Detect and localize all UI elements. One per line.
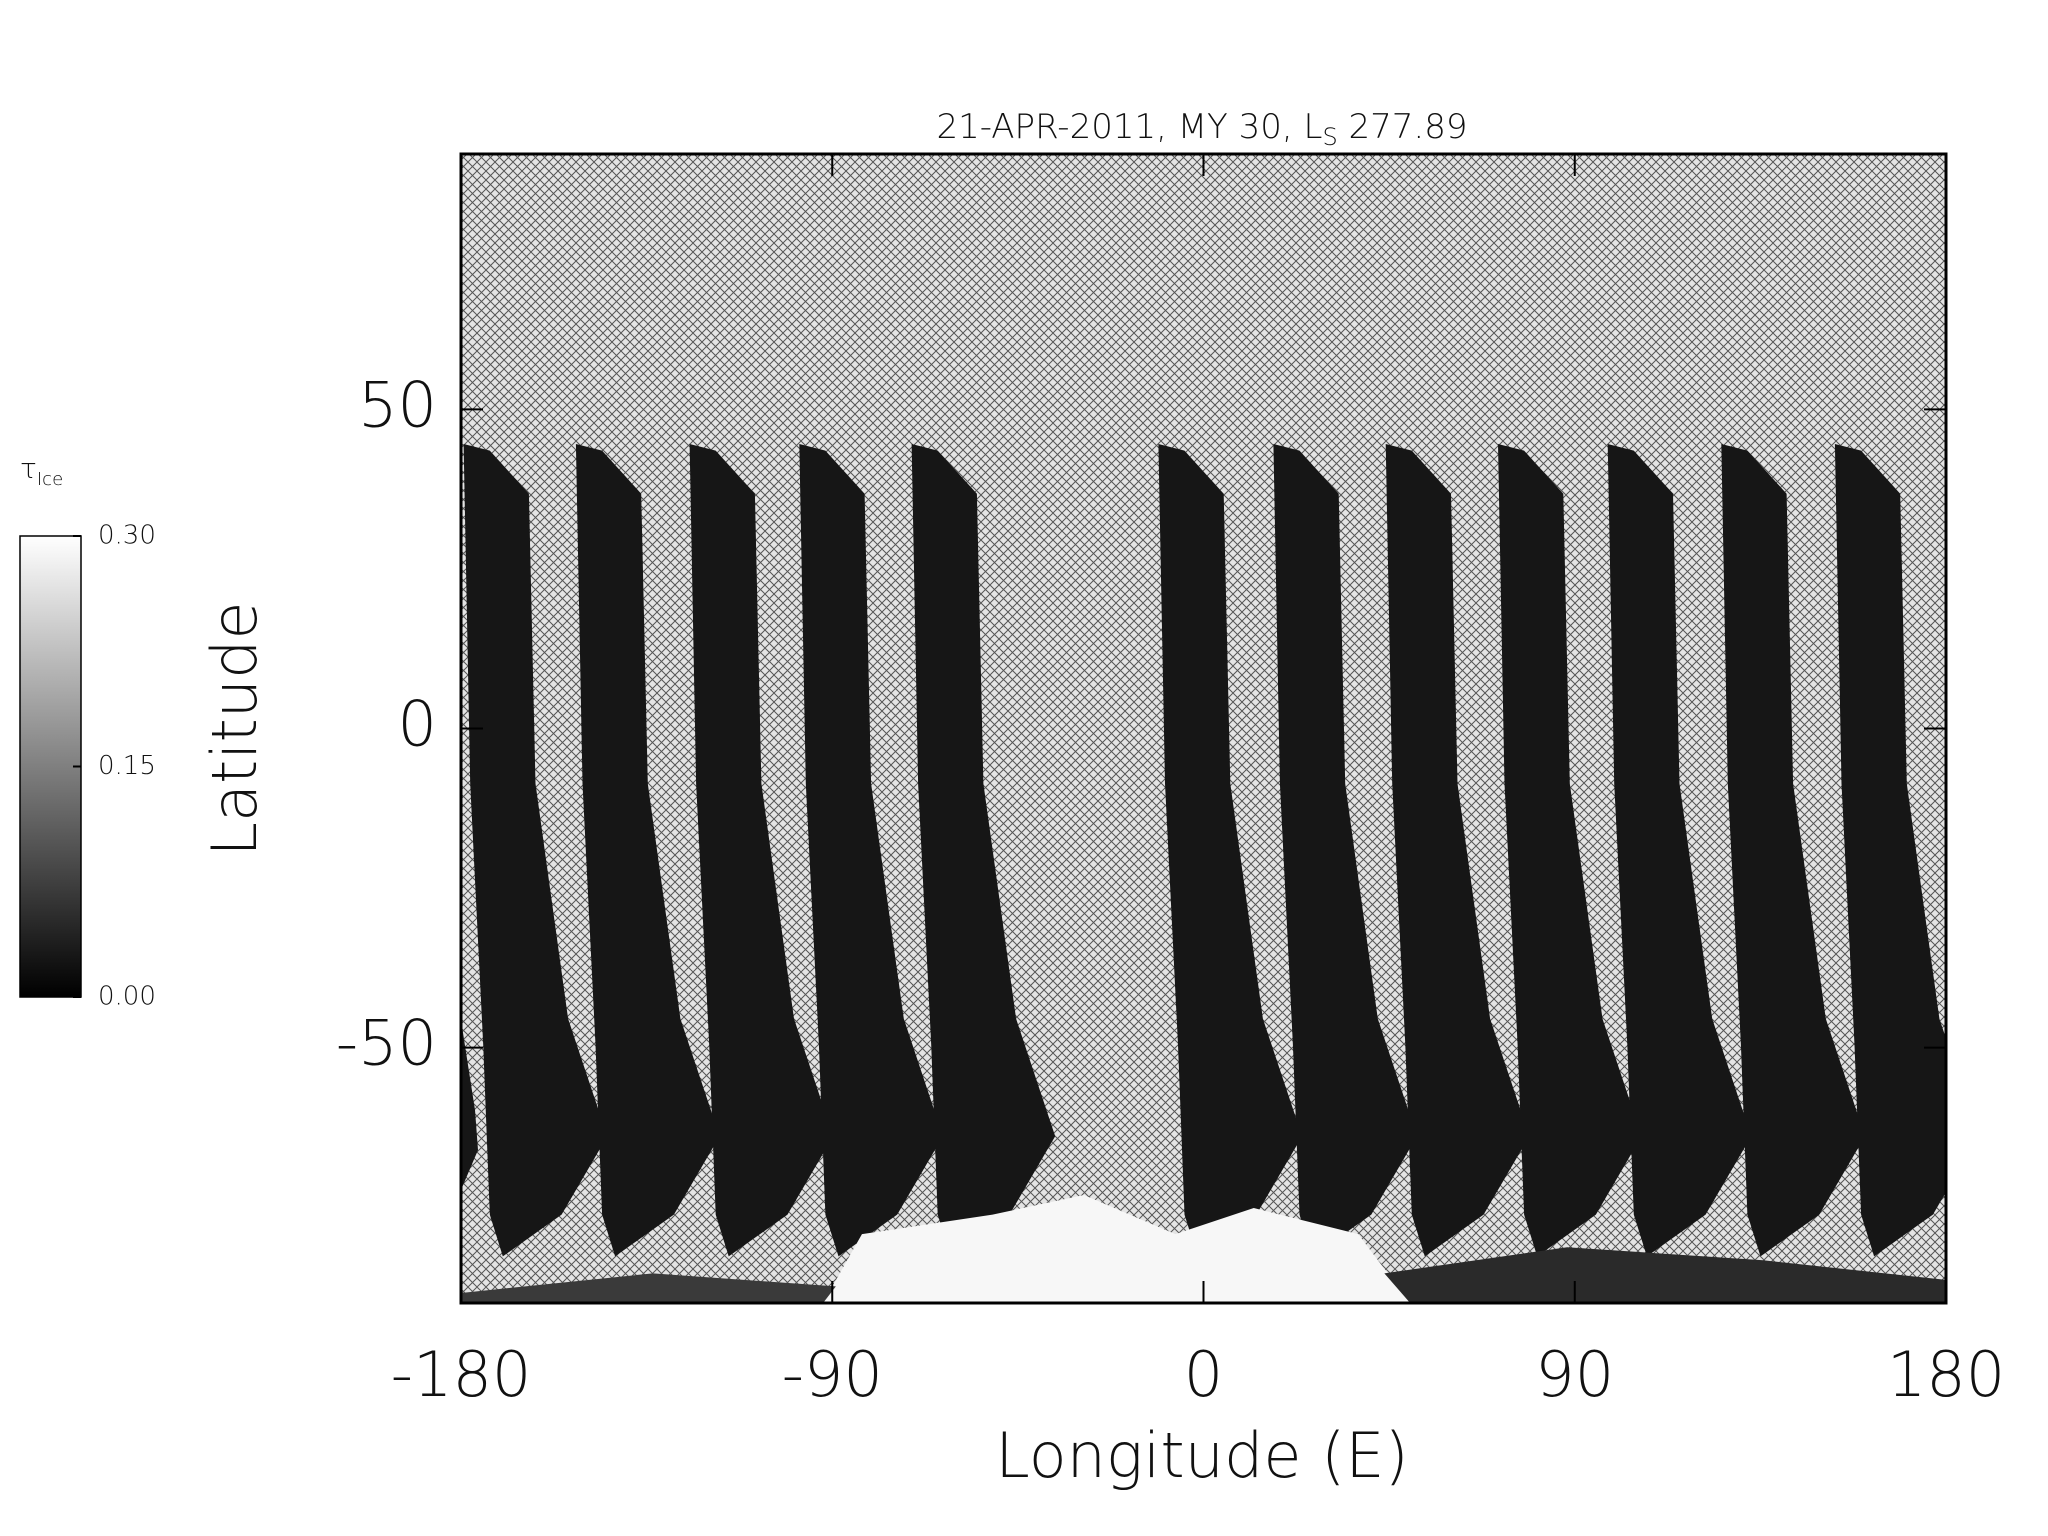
swath <box>1721 444 1865 1257</box>
chart-title: 21-APR-2011, MY 30, LS 277.89 <box>937 107 1468 152</box>
swath <box>689 444 834 1257</box>
colorbar-label-symbol: τ <box>20 452 37 485</box>
swath <box>463 444 608 1257</box>
swath <box>1273 444 1417 1257</box>
title-text: 21-APR-2011, MY 30, L <box>937 107 1323 147</box>
colorbar-tick-label: 0.30 <box>98 521 156 551</box>
colorbar-tick-label: 0.00 <box>98 982 156 1012</box>
swath <box>1158 444 1303 1257</box>
x-tick-label: -180 <box>391 1338 532 1411</box>
swath <box>1498 444 1642 1257</box>
swath <box>461 1020 478 1190</box>
y-axis-label: Latitude <box>198 601 271 856</box>
polar-band <box>1384 1247 1946 1303</box>
x-tick-label: 90 <box>1535 1338 1614 1411</box>
x-tick-label: 180 <box>1887 1338 2005 1411</box>
y-tick-label: 0 <box>398 688 437 761</box>
swath <box>575 444 720 1257</box>
colorbar-label-subscript: Ice <box>37 469 63 490</box>
swath <box>911 444 1056 1257</box>
x-tick-label: 0 <box>1184 1338 1223 1411</box>
colorbar-tick-label: 0.15 <box>98 751 156 781</box>
swath <box>1834 444 1946 1257</box>
observation-swaths <box>461 444 1946 1303</box>
colorbar-label: τIce <box>20 452 63 490</box>
colorbar <box>19 535 82 998</box>
polar-ice <box>823 1194 1411 1303</box>
y-tick-label: -50 <box>336 1007 437 1080</box>
title-subscript: S <box>1322 123 1337 151</box>
x-tick-label: -90 <box>782 1338 883 1411</box>
x-axis-label: Longitude (E) <box>995 1419 1408 1492</box>
title-text: 277.89 <box>1338 107 1468 147</box>
swath <box>799 444 943 1257</box>
y-tick-label: 50 <box>358 368 437 441</box>
swath <box>1607 444 1752 1257</box>
swath <box>1385 444 1530 1257</box>
polar-band <box>461 1273 836 1303</box>
